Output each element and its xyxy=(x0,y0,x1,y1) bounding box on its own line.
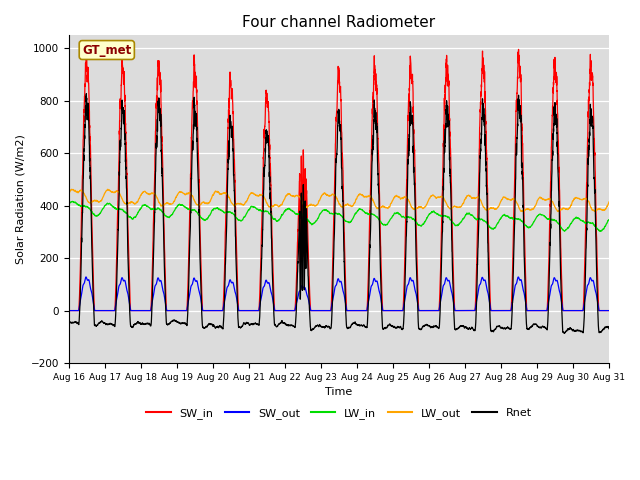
SW_in xyxy=(162,289,170,295)
LW_in xyxy=(605,217,613,223)
SW_in xyxy=(65,308,72,313)
Line: LW_out: LW_out xyxy=(68,189,609,212)
SW_out xyxy=(490,308,498,313)
LW_out xyxy=(319,192,326,197)
LW_in xyxy=(430,208,438,214)
Line: SW_out: SW_out xyxy=(68,277,609,311)
LW_out xyxy=(104,186,111,192)
Rnet xyxy=(319,324,326,329)
SW_in xyxy=(319,308,326,313)
SW_in xyxy=(605,308,612,313)
SW_in xyxy=(430,308,438,313)
LW_out xyxy=(460,199,468,205)
LW_out xyxy=(162,201,170,206)
Rnet xyxy=(65,319,72,325)
SW_in xyxy=(605,308,613,313)
Line: SW_in: SW_in xyxy=(68,49,609,311)
SW_out xyxy=(605,308,613,313)
SW_out xyxy=(605,308,612,313)
LW_out xyxy=(491,206,499,212)
Rnet xyxy=(605,324,612,330)
LW_in xyxy=(65,202,72,207)
SW_in xyxy=(460,308,468,313)
LW_in xyxy=(605,217,612,223)
Rnet xyxy=(430,323,438,329)
SW_out xyxy=(460,308,468,313)
Line: Rnet: Rnet xyxy=(68,94,609,333)
Rnet xyxy=(460,324,468,329)
Rnet xyxy=(605,326,613,332)
Rnet xyxy=(561,330,568,336)
X-axis label: Time: Time xyxy=(325,387,353,397)
SW_in xyxy=(515,47,522,52)
Title: Four channel Radiometer: Four channel Radiometer xyxy=(243,15,435,30)
Line: LW_in: LW_in xyxy=(68,202,609,231)
SW_out xyxy=(430,308,438,313)
LW_out xyxy=(430,193,438,199)
LW_in xyxy=(68,199,76,204)
LW_in xyxy=(460,216,468,221)
Text: GT_met: GT_met xyxy=(82,44,131,57)
LW_in xyxy=(319,208,326,214)
SW_in xyxy=(490,308,498,313)
Rnet xyxy=(162,310,170,316)
Y-axis label: Solar Radiation (W/m2): Solar Radiation (W/m2) xyxy=(15,134,25,264)
Rnet xyxy=(83,91,90,96)
LW_out xyxy=(605,201,612,206)
SW_out xyxy=(65,308,72,313)
SW_out xyxy=(319,308,326,313)
SW_out xyxy=(162,302,170,308)
LW_out xyxy=(554,209,562,215)
Rnet xyxy=(491,327,499,333)
LW_out xyxy=(605,199,613,205)
Legend: SW_in, SW_out, LW_in, LW_out, Rnet: SW_in, SW_out, LW_in, LW_out, Rnet xyxy=(141,403,536,423)
LW_in xyxy=(596,228,604,234)
LW_in xyxy=(491,225,499,231)
LW_out xyxy=(65,190,72,196)
SW_out xyxy=(515,274,522,280)
LW_in xyxy=(162,213,170,218)
